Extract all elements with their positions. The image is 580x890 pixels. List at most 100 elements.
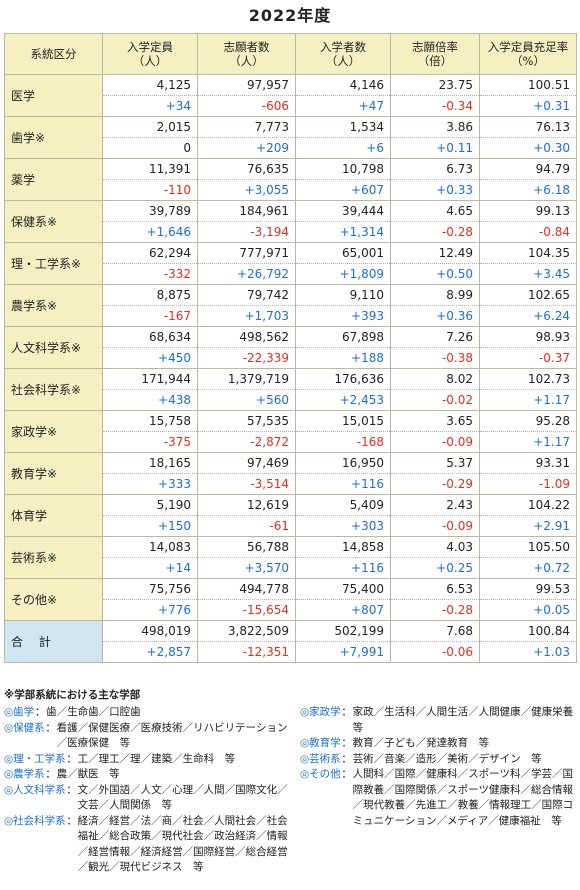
note-item: ◎歯学：歯／生命歯／口腔歯: [4, 705, 296, 721]
value-cell: 6.53: [390, 578, 480, 600]
value-cell: 75,756: [102, 578, 198, 600]
note-key: ◎農学系: [4, 768, 45, 780]
table-row-change: +2,857 -12,351 +7,991 -0.06 +1.03: [5, 641, 577, 663]
category-label: 薬学: [4, 158, 103, 201]
value-cell: 7,773: [197, 116, 296, 138]
category-label: 歯学※: [4, 116, 103, 159]
table-row: 保健系※ 39,789 184,961 39,444 4.65 99.13: [4, 200, 577, 243]
note-colon: ：: [45, 768, 56, 780]
note-key: ◎人文科学系: [4, 783, 66, 796]
note-key: ◎歯学: [4, 706, 35, 718]
change-cell: +26,792: [197, 263, 296, 285]
change-cell: +209: [197, 137, 296, 159]
value-cell: 4.65: [390, 200, 480, 222]
change-cell: +0.72: [479, 557, 577, 579]
category-label: 芸術系※: [4, 536, 103, 579]
value-cell: 67,898: [295, 326, 391, 348]
change-cell: +6: [295, 137, 391, 159]
note-colon: ：: [341, 768, 352, 780]
change-cell: +1.03: [479, 641, 577, 663]
value-cell: 76.13: [479, 116, 577, 138]
note-text: 経済／経営／法／商／社会／人間社会／社会福祉／総合政策／現代社会／政治経済／情報…: [77, 814, 288, 874]
change-cell: +607: [295, 179, 391, 201]
table-row: 医学 4,125 97,957 4,146 23.75 100.51: [4, 74, 577, 117]
column-header: 志願倍率 （倍）: [390, 33, 480, 75]
table-row: 芸術系※ 14,083 56,788 14,858 4.03 105.50: [4, 536, 577, 579]
value-cell: 498,562: [197, 326, 296, 348]
category-label: その他※: [4, 578, 103, 621]
change-cell: +0.50: [390, 263, 480, 285]
change-cell: -0.09: [390, 431, 480, 453]
table-row: 教育学※ 18,165 97,469 16,950 5.37 93.31: [4, 452, 577, 495]
column-header: 入学定員 （人）: [102, 33, 198, 75]
admissions-table: 系統区分 入学定員 （人） 志願者数 （人） 入学者数 （人） 志願倍率 （倍） 入学定員…: [4, 33, 577, 663]
value-cell: 16,950: [295, 452, 391, 474]
change-cell: +14: [102, 557, 198, 579]
change-cell: -0.37: [479, 347, 577, 369]
category-label: 合 計: [4, 620, 103, 663]
change-cell: +6.24: [479, 305, 577, 327]
change-cell: -110: [102, 179, 198, 201]
change-cell: +116: [295, 557, 391, 579]
value-cell: 14,858: [295, 536, 391, 558]
value-cell: 1,379,719: [197, 368, 296, 390]
value-cell: 76,635: [197, 158, 296, 180]
note-item: ◎その他：人間科／国際／健康科／スポーツ科／学芸／国際教養／国際関係／スポーツ健…: [300, 767, 576, 829]
value-cell: 6.73: [390, 158, 480, 180]
value-cell: 68,634: [102, 326, 198, 348]
note-key: ◎教育学: [300, 737, 341, 749]
change-cell: +1,646: [102, 221, 198, 243]
note-colon: ：: [66, 752, 77, 765]
value-cell: 8,875: [102, 284, 198, 306]
note-text: 家政／生活科／人間生活／人間健康／健康栄養 等: [352, 706, 580, 734]
value-cell: 99.13: [479, 200, 577, 222]
value-cell: 75,400: [295, 578, 391, 600]
value-cell: 56,788: [197, 536, 296, 558]
change-cell: +303: [295, 515, 391, 537]
change-cell: +0.11: [390, 137, 480, 159]
change-cell: +34: [102, 95, 198, 117]
value-cell: 2.43: [390, 494, 480, 516]
change-cell: -0.28: [390, 599, 480, 621]
table-row: 歯学※ 2,015 7,773 1,534 3.86 76.13: [4, 116, 577, 159]
table-row-change: +333 -3,514 +116 -0.29 -1.09: [5, 473, 577, 495]
table-row-change: +776 -15,654 +807 -0.28 +0.05: [5, 599, 577, 621]
note-key: ◎家政学: [300, 706, 341, 718]
value-cell: 102.65: [479, 284, 577, 306]
table-row: 農学系※ 8,875 79,742 9,110 8.99 102.65: [4, 284, 577, 327]
change-cell: +2,857: [102, 641, 198, 663]
category-label: 理・工学系※: [4, 242, 103, 285]
change-cell: -375: [102, 431, 198, 453]
value-cell: 104.35: [479, 242, 577, 264]
value-cell: 8.02: [390, 368, 480, 390]
change-cell: +807: [295, 599, 391, 621]
table-row: 社会科学系※ 171,944 1,379,719 176,636 8.02 102.73: [4, 368, 577, 411]
value-cell: 97,957: [197, 74, 296, 96]
note-text: 工／理工／理／建築／生命科 等: [77, 752, 236, 765]
page-title: 2022年度: [248, 6, 332, 25]
value-cell: 100.51: [479, 74, 577, 96]
table-row-change: +438 +560 +2,453 -0.02 +1.17: [5, 389, 577, 411]
change-cell: -15,654: [197, 599, 296, 621]
table-row-change: +1,646 -3,194 +1,314 -0.28 -0.84: [5, 221, 577, 243]
note-colon: ：: [341, 706, 352, 718]
value-cell: 171,944: [102, 368, 198, 390]
note-item: ◎芸術系：芸術／音楽／造形／美術／デザイン 等: [300, 752, 576, 768]
notes-left-column: ◎歯学：歯／生命歯／口腔歯 ◎保健系：看護／保健医療／医療技術／リハビリテーション…: [4, 705, 296, 876]
note-key: ◎芸術系: [300, 752, 341, 765]
column-header: 系統区分: [4, 33, 103, 75]
table-row-change: -375 -2,872 -168 -0.09 +1.17: [5, 431, 577, 453]
change-cell: -0.09: [390, 515, 480, 537]
note-item: ◎人文科学系：文／外国語／人文／心理／人間／国際文化／文芸／人間関係 等: [4, 783, 296, 814]
category-label: 人文科学系※: [4, 326, 103, 369]
change-cell: -3,194: [197, 221, 296, 243]
note-colon: ：: [341, 737, 352, 749]
change-cell: +0.30: [479, 137, 577, 159]
table-row: 薬学 11,391 76,635 10,798 6.73 94.79: [4, 158, 577, 201]
value-cell: 18,165: [102, 452, 198, 474]
note-item: ◎理・工学系：工／理工／理／建築／生命科 等: [4, 752, 296, 768]
change-cell: +560: [197, 389, 296, 411]
category-label: 保健系※: [4, 200, 103, 243]
column-header: 志願者数 （人）: [197, 33, 296, 75]
value-cell: 5,190: [102, 494, 198, 516]
